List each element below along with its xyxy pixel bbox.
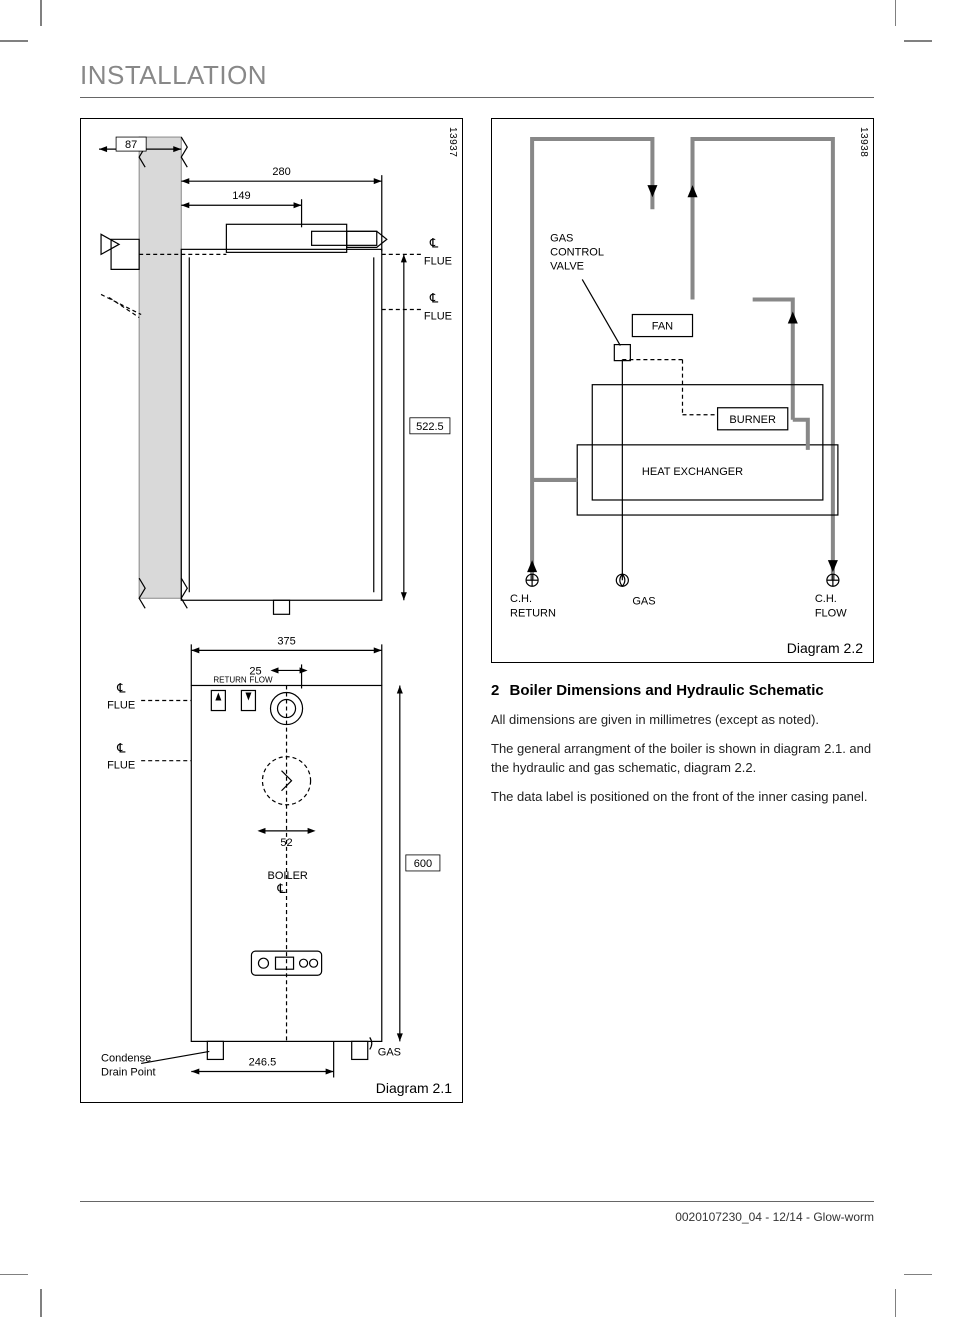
ch-return-2: RETURN [510, 607, 556, 619]
boiler-label: BOILER [267, 870, 307, 882]
crop-mark [0, 1274, 28, 1276]
cl-symbol-3: ℄ [116, 680, 126, 695]
diagram-2-1-caption: Diagram 2.1 [376, 1080, 452, 1096]
dim-149: 149 [232, 190, 250, 202]
diagram-2-2-frame: 13938 [491, 118, 874, 663]
left-column: 13937 87 [80, 118, 463, 1103]
return-label: RETURN [213, 675, 247, 684]
cl-symbol-1: ℄ [429, 235, 439, 250]
dim-280: 280 [272, 166, 290, 178]
flue-label-3: FLUE [107, 700, 135, 712]
flue-label-2: FLUE [424, 311, 452, 323]
dim-246-5: 246.5 [249, 1056, 277, 1068]
cl-symbol-2: ℄ [429, 290, 439, 305]
para-3: The data label is positioned on the fron… [491, 788, 874, 807]
dim-52: 52 [280, 837, 292, 849]
burner-label: BURNER [729, 414, 776, 426]
crop-mark [40, 0, 42, 26]
dim-522-5: 522.5 [416, 421, 444, 433]
dim-87: 87 [125, 139, 137, 151]
cl-symbol-4: ℄ [116, 741, 126, 756]
footer-text: 0020107230_04 - 12/14 - Glow-worm [675, 1210, 874, 1224]
gas-label-21: GAS [378, 1046, 401, 1058]
para-2: The general arrangment of the boiler is … [491, 740, 874, 778]
two-column-layout: 13937 87 [80, 118, 874, 1103]
gas-label-22: GAS [632, 595, 655, 607]
diagram-2-1-frame: 13937 87 [80, 118, 463, 1103]
crop-mark [904, 40, 932, 42]
section-title: Boiler Dimensions and Hydraulic Schemati… [510, 682, 824, 699]
diagram-2-2-svg: FAN BURNER HEAT EXCHANGER GAS [492, 119, 873, 665]
ch-flow-2: FLOW [815, 607, 847, 619]
gcv-label-2: CONTROL [550, 246, 604, 258]
page-content: INSTALLATION 13937 [80, 60, 874, 1230]
flue-label-1: FLUE [424, 255, 452, 267]
gcv-label-3: VALVE [550, 260, 584, 272]
ch-return-1: C.H. [510, 593, 532, 605]
flue-label-4: FLUE [107, 760, 135, 772]
cl-symbol-5: ℄ [276, 881, 286, 896]
para-1: All dimensions are given in millimetres … [491, 711, 874, 730]
diagram-2-2-caption: Diagram 2.2 [787, 640, 863, 656]
dim-600: 600 [414, 858, 432, 870]
condense-label: Condense [101, 1052, 151, 1064]
dim-375: 375 [277, 635, 295, 647]
crop-mark [904, 1274, 932, 1276]
footer-rule [80, 1201, 874, 1202]
section-heading: 2 Boiler Dimensions and Hydraulic Schema… [491, 681, 874, 701]
crop-mark [895, 1289, 897, 1317]
diagram-2-1-svg: 87 [81, 119, 462, 1107]
page-title: INSTALLATION [80, 60, 874, 98]
crop-mark [895, 0, 897, 26]
ch-flow-1: C.H. [815, 593, 837, 605]
crop-mark [0, 40, 28, 42]
section-number: 2 [491, 682, 499, 699]
right-column: 13938 [491, 118, 874, 1103]
gcv-label-1: GAS [550, 232, 573, 244]
crop-mark [40, 1289, 42, 1317]
fan-label: FAN [652, 321, 673, 333]
flow-label: FLOW [249, 675, 273, 684]
heat-exchanger-label: HEAT EXCHANGER [642, 466, 743, 478]
drain-point-label: Drain Point [101, 1066, 156, 1078]
